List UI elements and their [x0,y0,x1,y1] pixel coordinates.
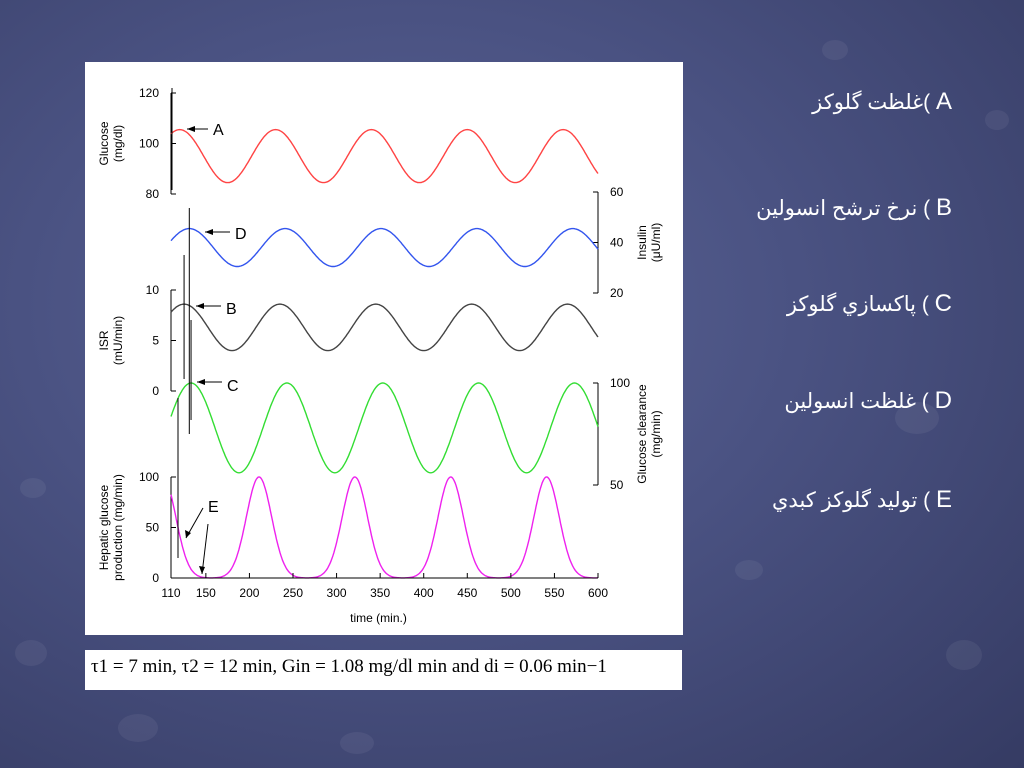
legend-letter: A [935,88,952,115]
formula-text: τ1 = 7 min, τ2 = 12 min, Gin = 1.08 mg/d… [91,656,607,677]
background-bubble [946,640,982,670]
annotation-label-c: C [227,378,239,395]
background-bubble [340,732,374,754]
arrow-e-1-head [185,530,191,538]
glucose-y-tick-label: 120 [139,86,159,100]
annotation-label-d: D [235,226,247,243]
background-bubble [20,478,46,498]
annotation-label-b: B [226,301,237,318]
legend-text: )غلظت گلوکز [812,91,931,114]
legend-item-d: D ) غلظت انسولين [784,387,952,415]
insulin-series-line [170,227,599,268]
glucose-series-line [170,128,599,184]
isr-series-line [170,303,599,352]
hgp-y-tick-label: 0 [152,571,159,585]
background-bubble [985,110,1009,130]
annotation-label-a: A [213,122,224,139]
isr-y-tick-label: 0 [152,384,159,398]
x-tick-label: 200 [239,586,259,600]
legend-item-e: E ) توليد گلوکز کبدي [772,486,952,514]
hgp-y-tick-label: 100 [139,470,159,484]
isr-y-tick-label: 5 [152,334,159,348]
legend-text: ) توليد گلوکز کبدي [772,489,931,512]
background-bubble [895,402,939,434]
insulin-y-axis-label: Insulin [635,225,649,260]
isr-y-axis-label: ISR [97,330,111,350]
clearance-y-tick-label: 50 [610,478,624,492]
x-tick-label: 400 [414,586,434,600]
clearance-y-axis-label: (mg/min) [649,410,663,457]
legend-text: ) نرخ ترشح انسولين [756,197,931,220]
arrow-e-2-head [199,566,205,574]
x-axis-label: time (min.) [350,611,407,625]
x-tick-label: 350 [370,586,390,600]
x-tick-label: 500 [501,586,521,600]
glucose-y-tick-label: 100 [139,137,159,151]
x-tick-label: 600 [588,586,608,600]
arrow-e-2 [201,523,209,575]
clearance-y-axis-label: Glucose clearance [635,384,649,484]
legend-text: ) پاکسازي گلوکز [786,293,929,316]
background-bubble [15,640,47,666]
hgp-y-axis-label: Hepatic glucose [97,484,111,570]
legend-letter: E [935,486,952,513]
clearance-y-tick-label: 100 [610,376,630,390]
x-tick-label: 550 [544,586,564,600]
formula-box: τ1 = 7 min, τ2 = 12 min, Gin = 1.08 mg/d… [85,650,682,690]
x-tick-label: 250 [283,586,303,600]
chart-figure: 80 100 120 Glucose (mg/dl) 20 40 60 Insulin (μU/m… [85,62,683,635]
arrow-a-head [187,126,195,132]
arrow-b-head [196,303,204,309]
x-tick-label: 300 [327,586,347,600]
isr-y-tick-label: 10 [146,283,160,297]
annotation-label-e: E [208,499,219,516]
insulin-y-tick-label: 20 [610,286,624,300]
isr-y-axis-label: (mU/min) [111,316,125,365]
background-bubble [735,560,763,580]
legend-letter: B [935,194,952,221]
glucose-y-axis-label: Glucose [97,121,111,165]
legend-item-b: B ) نرخ ترشح انسولين [756,194,952,222]
x-tick-label: 150 [196,586,216,600]
hgp-series-line [170,476,598,579]
hgp-y-tick-label: 50 [146,521,160,535]
arrow-d-head [205,229,213,235]
hgp-y-axis-label: production (mg/min) [111,474,125,581]
insulin-y-axis-label: (μU/ml) [649,223,663,263]
insulin-y-tick-label: 60 [610,185,624,199]
legend-letter: C [934,290,952,317]
clearance-series-line [170,382,599,474]
insulin-y-tick-label: 40 [610,236,624,250]
legend-letter: D [934,387,952,414]
legend-item-c: C ) پاکسازي گلوکز [787,290,952,318]
background-bubble [822,40,848,60]
legend-item-a: A )غلظت گلوکز [812,88,952,116]
x-tick-label: 450 [457,586,477,600]
glucose-y-axis-label: (mg/dl) [111,125,125,162]
legend-text: ) غلظت انسولين [784,390,929,413]
glucose-y-tick-label: 80 [146,187,160,201]
x-tick-label: 110 [161,586,180,600]
background-bubble [118,714,158,742]
arrow-c-head [197,379,205,385]
